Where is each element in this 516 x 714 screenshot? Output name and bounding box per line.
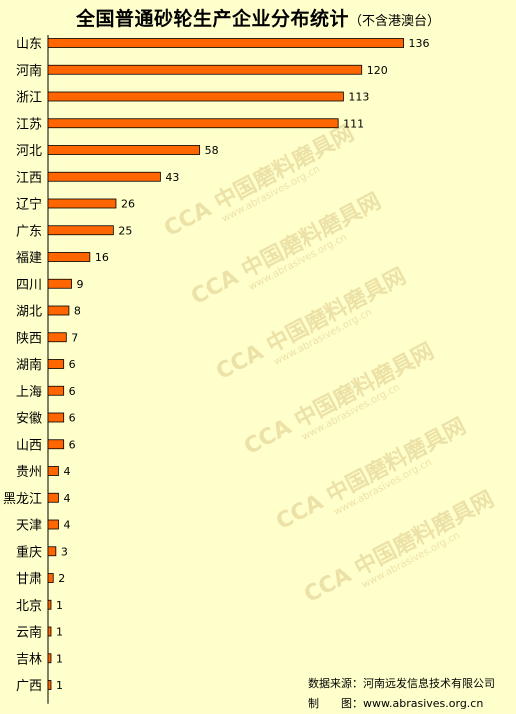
category-label: 江西: [16, 171, 42, 186]
data-label: 25: [118, 224, 132, 237]
data-label: 6: [69, 385, 76, 398]
data-label: 4: [63, 465, 70, 478]
data-label: 120: [367, 64, 388, 77]
data-label: 136: [409, 37, 430, 50]
data-label: 1: [56, 626, 63, 639]
bar: [47, 492, 59, 503]
data-label: 16: [95, 251, 109, 264]
maker-value: www.abrasives.org.cn: [363, 697, 484, 710]
category-label: 湖北: [16, 305, 42, 320]
bar: [47, 332, 67, 343]
bar: [47, 145, 201, 155]
data-label: 7: [71, 331, 78, 344]
bar: [47, 278, 72, 289]
bar: [47, 252, 91, 262]
data-label: 113: [348, 91, 369, 104]
data-label: 58: [205, 144, 219, 157]
category-label: 贵州: [16, 465, 42, 480]
category-label: 陕西: [16, 331, 42, 346]
bar: [47, 198, 117, 209]
category-label: 天津: [16, 519, 42, 534]
data-label: 6: [69, 412, 76, 425]
bar: [47, 305, 70, 316]
bar: [47, 653, 52, 664]
category-label: 上海: [16, 385, 42, 400]
data-label: 1: [56, 679, 63, 692]
source-label: 数据来源：: [308, 677, 363, 690]
data-label: 6: [69, 358, 76, 371]
data-label: 26: [121, 198, 135, 211]
category-label: 黑龙江: [3, 492, 42, 507]
data-label: 3: [61, 545, 68, 558]
category-label: 江苏: [16, 116, 42, 132]
bar: [47, 385, 65, 396]
bar: [47, 573, 54, 583]
data-label: 9: [77, 278, 84, 291]
data-label: 4: [63, 519, 70, 532]
category-label: 安徽: [16, 412, 42, 427]
category-label: 北京: [16, 599, 42, 614]
bar: [47, 599, 52, 610]
category-label: 河南: [16, 63, 42, 79]
bar: [47, 412, 65, 423]
data-label: 4: [63, 492, 70, 505]
category-label: 山东: [16, 37, 42, 52]
chart-title: 全国普通砂轮生产企业分布统计: [75, 8, 349, 30]
category-label: 浙江: [16, 91, 42, 106]
bar: [47, 171, 161, 182]
category-label: 福建: [16, 251, 42, 266]
category-label: 云南: [16, 625, 42, 641]
bar: [47, 439, 65, 450]
category-label: 广西: [16, 679, 42, 694]
category-label: 吉林: [16, 652, 42, 667]
data-label: 8: [74, 305, 81, 318]
chart-title-block: 全国普通砂轮生产企业分布统计（不含港澳台）: [0, 4, 516, 31]
bar: [47, 546, 57, 557]
data-label: 1: [56, 599, 63, 612]
data-label: 1: [56, 652, 63, 665]
category-label: 山西: [16, 438, 42, 453]
bar: [47, 118, 339, 129]
category-label: 河北: [16, 144, 42, 159]
source-footer: 数据来源：河南远发信息技术有限公司 制 图：www.abrasives.org.…: [308, 674, 495, 714]
bar: [47, 680, 52, 690]
bar: [47, 38, 404, 48]
category-label: 重庆: [16, 544, 42, 560]
category-label: 甘肃: [16, 572, 42, 587]
data-label: 111: [343, 117, 364, 130]
category-label: 广东: [16, 224, 42, 239]
bar: [47, 91, 344, 102]
chart-subtitle: （不含港澳台）: [349, 14, 441, 29]
maker-label: 制 图：: [308, 697, 363, 710]
bar: [47, 466, 59, 476]
data-label: 43: [165, 171, 179, 184]
data-label: 2: [58, 572, 65, 585]
bar: [47, 626, 52, 637]
bar: [47, 225, 114, 236]
bar: [47, 519, 59, 530]
source-value: 河南远发信息技术有限公司: [363, 677, 495, 690]
category-label: 辽宁: [16, 197, 42, 213]
category-label: 四川: [16, 278, 42, 293]
data-label: 6: [69, 438, 76, 451]
category-label: 湖南: [16, 357, 42, 373]
bar: [47, 359, 65, 369]
bar: [47, 64, 363, 75]
